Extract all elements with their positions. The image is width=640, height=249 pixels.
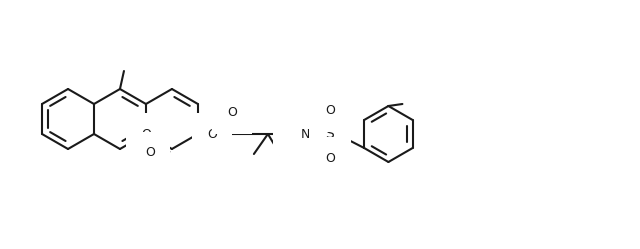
Text: O: O — [325, 151, 335, 165]
Text: O: O — [145, 146, 155, 160]
Text: N: N — [301, 127, 310, 140]
Text: O: O — [227, 106, 237, 119]
Text: O: O — [325, 104, 335, 117]
Text: O: O — [207, 127, 217, 140]
Text: H: H — [287, 127, 296, 140]
Text: O: O — [141, 127, 151, 140]
Text: S: S — [326, 127, 334, 141]
